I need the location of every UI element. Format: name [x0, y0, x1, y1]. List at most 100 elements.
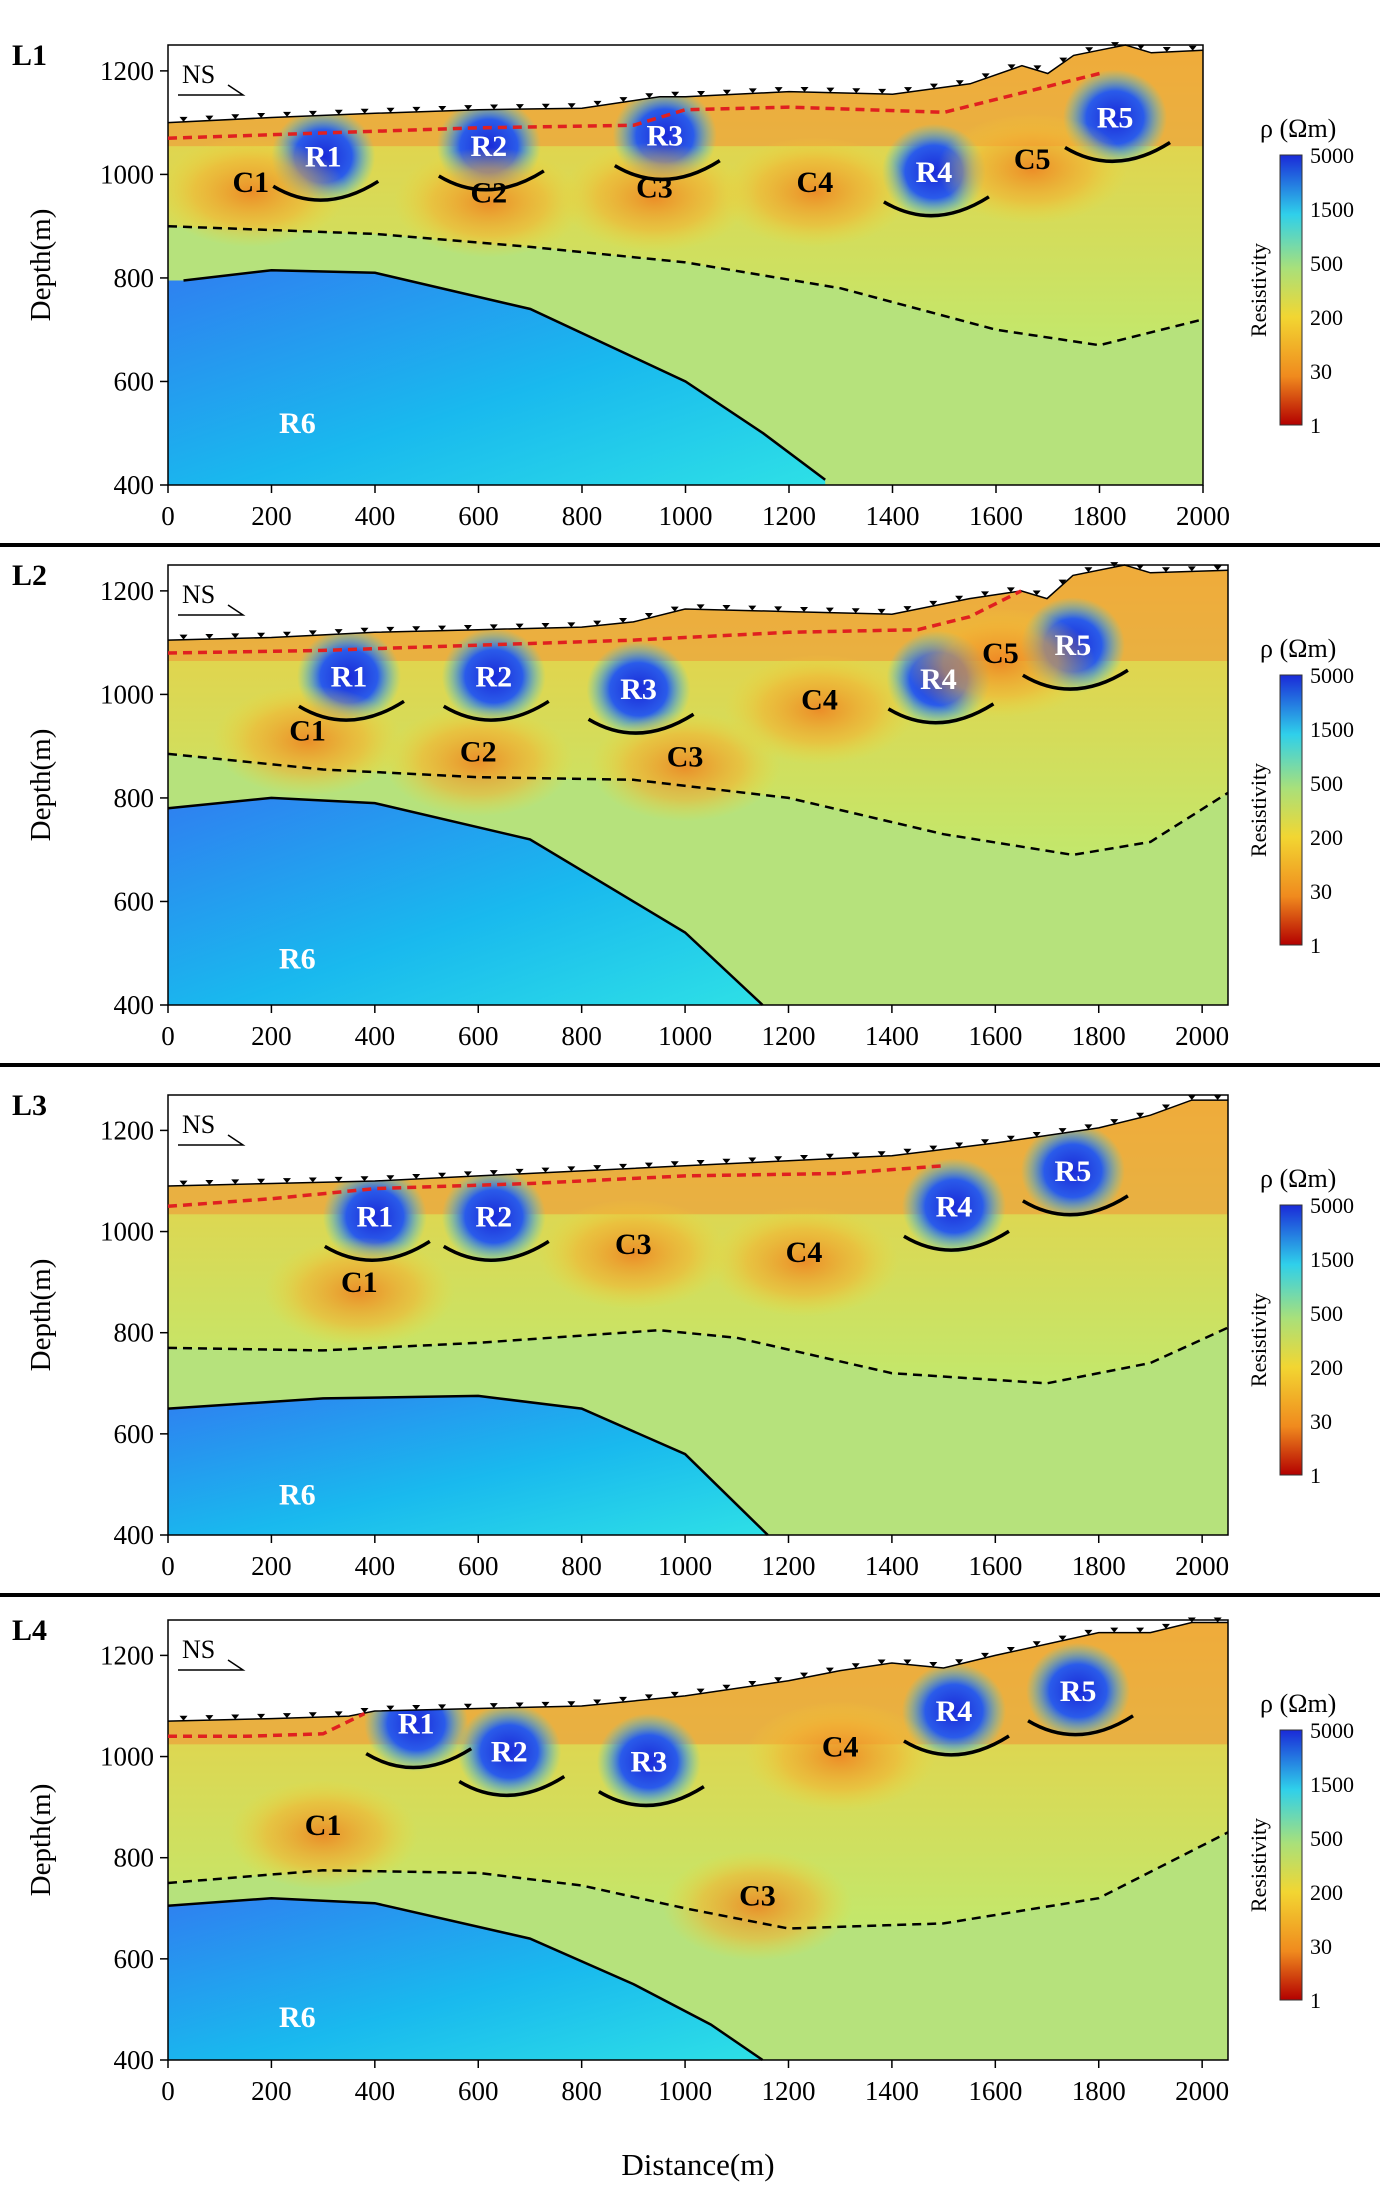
anomaly-label-c1: C1 [289, 715, 326, 748]
y-axis-title: Depth(m) [25, 1259, 57, 1372]
station-marker [980, 591, 989, 597]
station-marker [748, 1157, 757, 1163]
x-tick-label: 1200 [762, 501, 816, 531]
station-marker [308, 110, 317, 116]
anomaly-c4-body [719, 137, 910, 248]
x-tick-label: 1800 [1073, 501, 1127, 531]
direction-label: NS [182, 60, 215, 89]
colorbar-tick-label: 1 [1310, 1463, 1321, 1488]
anomaly-c3-body [538, 1199, 729, 1310]
station-marker [1032, 1131, 1041, 1137]
colorbar [1279, 154, 1303, 426]
station-marker [386, 107, 395, 113]
station-marker [257, 112, 266, 118]
x-tick-label: 400 [355, 1021, 396, 1051]
station-marker [412, 1705, 421, 1711]
panel-title: L2 [12, 559, 47, 592]
x-tick-label: 1600 [969, 501, 1023, 531]
anomaly-base-arc [272, 179, 380, 202]
panel-title: L3 [12, 1089, 47, 1122]
colorbar-label: Resistivity [1246, 243, 1271, 337]
x-tick-label: 1200 [761, 1021, 815, 1051]
station-marker [412, 1173, 421, 1179]
x-tick-label: 1600 [968, 1021, 1022, 1051]
station-marker [1006, 1646, 1015, 1652]
colorbar-tick-label: 200 [1310, 1355, 1343, 1380]
station-marker [438, 1172, 447, 1178]
colorbar-tick-label: 30 [1310, 1409, 1332, 1434]
y-tick-label: 1200 [100, 1115, 154, 1145]
station-marker [1136, 44, 1145, 50]
station-marker [1059, 57, 1068, 63]
x-tick-label: 2000 [1175, 2076, 1229, 2106]
y-tick-label: 600 [114, 886, 155, 916]
anomaly-label-c1: C1 [341, 1266, 378, 1299]
anomaly-label-c1: C1 [232, 166, 269, 199]
station-marker [334, 109, 343, 115]
anomaly-base-arc [442, 699, 550, 722]
station-marker [1136, 564, 1145, 570]
anomaly-label-r3: R3 [620, 673, 657, 706]
station-marker [851, 1663, 860, 1669]
anomaly-c5-body [937, 113, 1128, 224]
colorbar-tick-label: 1 [1310, 1988, 1321, 2013]
x-tick-label: 1000 [658, 1551, 712, 1581]
station-marker [1187, 1617, 1196, 1623]
anomaly-label-r4: R4 [936, 1695, 973, 1728]
station-marker [670, 1161, 679, 1167]
station-marker [774, 606, 783, 612]
station-marker [463, 1703, 472, 1709]
x-tick-label: 1400 [865, 1551, 919, 1581]
panel-title: L4 [12, 1614, 47, 1647]
bedrock-resistive-body [168, 1395, 768, 1535]
station-marker [412, 106, 421, 112]
station-marker [1136, 1627, 1145, 1633]
station-marker [386, 626, 395, 632]
station-marker [1110, 1627, 1119, 1633]
station-marker [360, 627, 369, 633]
anomaly-label-r3: R3 [646, 120, 683, 153]
station-marker [1058, 579, 1067, 585]
x-tick-label: 2000 [1175, 1551, 1229, 1581]
station-marker [593, 620, 602, 626]
station-marker [825, 607, 834, 613]
station-marker [283, 111, 292, 117]
x-tick-label: 800 [561, 1551, 602, 1581]
station-marker [955, 1142, 964, 1148]
station-marker [282, 1178, 291, 1184]
station-marker [1006, 1135, 1015, 1141]
station-marker [800, 86, 809, 92]
bedrock-boundary [167, 1896, 764, 2062]
station-marker [567, 1166, 576, 1172]
station-marker [903, 606, 912, 612]
station-marker [1188, 45, 1197, 51]
station-marker [438, 1704, 447, 1710]
station-marker [489, 1703, 498, 1709]
station-marker [463, 624, 472, 630]
anomaly-label-r1: R1 [305, 140, 342, 173]
station-marker [644, 613, 653, 619]
station-marker [1110, 1119, 1119, 1125]
station-marker [541, 623, 550, 629]
anomaly-base-arc [903, 1734, 1010, 1757]
anomaly-c5-body [905, 608, 1096, 718]
anomaly-r4-body [901, 1158, 1006, 1255]
direction-arrow [178, 1659, 246, 1671]
station-marker [619, 1696, 628, 1702]
anomaly-label-r4: R4 [920, 663, 957, 696]
colorbar-tick-label: 200 [1310, 305, 1343, 330]
y-tick-label: 800 [114, 1843, 155, 1873]
anomaly-base-arc [442, 1239, 550, 1262]
anomaly-c1-body [228, 1779, 419, 1890]
anomaly-label-c3: C3 [615, 1228, 652, 1261]
direction-arrow [178, 604, 246, 616]
topography-line [167, 44, 1204, 124]
station-marker [567, 622, 576, 628]
station-marker [257, 1178, 266, 1184]
anomaly-label-r3: R3 [631, 1746, 668, 1779]
colorbar-label: Resistivity [1246, 763, 1271, 857]
station-marker [722, 1684, 731, 1690]
colorbar-title: ρ (Ωm) [1260, 634, 1336, 663]
bedrock-boundary [183, 268, 826, 481]
